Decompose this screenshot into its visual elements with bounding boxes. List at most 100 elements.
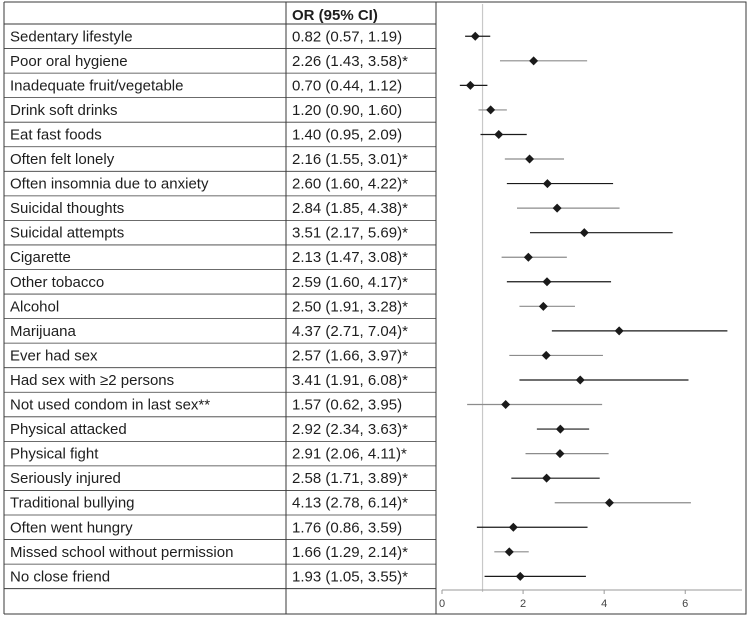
or-value: 2.26 (1.43, 3.58)* (292, 53, 408, 70)
or-column-header: OR (95% CI) (292, 7, 378, 24)
or-value: 2.84 (1.85, 4.38)* (292, 200, 408, 217)
forest-row: Cigarette 2.13 (1.47, 3.08)* (10, 249, 567, 266)
forest-row: Marijuana 4.37 (2.71, 7.04)* (10, 323, 728, 340)
forest-row: Often felt lonely 2.16 (1.55, 3.01)* (10, 151, 565, 168)
row-label: Missed school without permission (10, 544, 233, 561)
row-label: Suicidal thoughts (10, 200, 124, 217)
row-label: Inadequate fruit/vegetable (10, 77, 183, 94)
row-label: Not used condom in last sex** (10, 397, 210, 414)
forest-row: Not used condom in last sex** 1.57 (0.62,… (10, 397, 603, 414)
row-label: Other tobacco (10, 274, 104, 291)
forest-row: Physical fight 2.91 (2.06, 4.11)* (10, 446, 609, 463)
or-value: 0.70 (0.44, 1.12) (292, 77, 402, 94)
row-label: Ever had sex (10, 347, 98, 364)
or-value: 1.66 (1.29, 2.14)* (292, 544, 408, 561)
or-value: 3.41 (1.91, 6.08)* (292, 372, 408, 389)
or-marker (604, 498, 614, 508)
or-value: 3.51 (2.17, 5.69)* (292, 225, 408, 242)
row-label: Physical attacked (10, 421, 127, 438)
forest-row: Drink soft drinks 1.20 (0.90, 1.60) (10, 102, 507, 119)
or-marker (555, 449, 565, 459)
or-marker (523, 252, 533, 262)
row-label: Often felt lonely (10, 151, 115, 168)
or-value: 4.37 (2.71, 7.04)* (292, 323, 408, 340)
or-marker (552, 203, 562, 213)
or-value: 1.93 (1.05, 3.55)* (292, 568, 408, 585)
x-tick-label: 0 (439, 598, 445, 610)
or-value: 2.13 (1.47, 3.08)* (292, 249, 408, 266)
forest-row: Ever had sex 2.57 (1.66, 3.97)* (10, 347, 603, 364)
table-rows: Sedentary lifestyle 0.82 (0.57, 1.19) Poor… (10, 28, 728, 585)
or-value: 1.57 (0.62, 3.95) (292, 397, 402, 414)
forest-row: Missed school without permission 1.66 (1.… (10, 544, 529, 561)
plot-area: 0 2 4 6 (439, 4, 742, 610)
or-value: 0.82 (0.57, 1.19) (292, 28, 402, 45)
or-marker (538, 301, 548, 311)
row-label: Suicidal attempts (10, 225, 124, 242)
x-tick-label: 6 (682, 598, 688, 610)
row-label: Often insomnia due to anxiety (10, 176, 209, 193)
row-label: Cigarette (10, 249, 71, 266)
forest-row: No close friend 1.93 (1.05, 3.55)* (10, 568, 586, 585)
forest-row: Eat fast foods 1.40 (0.95, 2.09) (10, 126, 527, 143)
forest-row: Other tobacco 2.59 (1.60, 4.17)* (10, 274, 612, 291)
row-label: Sedentary lifestyle (10, 28, 133, 45)
row-label: Marijuana (10, 323, 77, 340)
or-marker (525, 154, 535, 164)
or-value: 2.60 (1.60, 4.22)* (292, 176, 408, 193)
or-value: 2.16 (1.55, 3.01)* (292, 151, 408, 168)
or-value: 1.40 (0.95, 2.09) (292, 126, 402, 143)
row-label: Had sex with ≥2 persons (10, 372, 174, 389)
forest-row: Sedentary lifestyle 0.82 (0.57, 1.19) (10, 28, 491, 45)
or-marker (508, 522, 518, 532)
row-label: Often went hungry (10, 519, 133, 536)
or-marker (542, 277, 552, 287)
forest-row: Inadequate fruit/vegetable 0.70 (0.44, 1.… (10, 77, 488, 94)
or-value: 4.13 (2.78, 6.14)* (292, 495, 408, 512)
row-label: No close friend (10, 568, 110, 585)
or-marker (504, 547, 514, 557)
or-marker (529, 56, 539, 66)
row-label: Drink soft drinks (10, 102, 118, 119)
row-label: Alcohol (10, 298, 59, 315)
forest-row: Traditional bullying 4.13 (2.78, 6.14)* (10, 495, 691, 512)
forest-row: Suicidal attempts 3.51 (2.17, 5.69)* (10, 225, 673, 242)
plot-border (435, 1, 747, 615)
x-tick-label: 2 (520, 598, 526, 610)
or-value: 2.92 (2.34, 3.63)* (292, 421, 408, 438)
row-label: Poor oral hygiene (10, 53, 128, 70)
or-marker (555, 424, 565, 434)
or-marker (575, 375, 585, 385)
or-marker (614, 326, 624, 336)
or-value: 2.58 (1.71, 3.89)* (292, 470, 408, 487)
row-label: Physical fight (10, 446, 99, 463)
row-label: Traditional bullying (10, 495, 135, 512)
or-value: 2.57 (1.66, 3.97)* (292, 347, 408, 364)
row-label: Seriously injured (10, 470, 121, 487)
or-marker (542, 179, 552, 189)
forest-row: Physical attacked 2.92 (2.34, 3.63)* (10, 421, 590, 438)
or-marker (541, 350, 551, 360)
forest-row: Often went hungry 1.76 (0.86, 3.59) (10, 519, 588, 536)
or-value: 2.50 (1.91, 3.28)* (292, 298, 408, 315)
or-marker (515, 571, 525, 581)
or-marker (501, 400, 511, 410)
forest-row: Had sex with ≥2 persons 3.41 (1.91, 6.08)… (10, 372, 689, 389)
or-value: 1.76 (0.86, 3.59) (292, 519, 402, 536)
forest-row: Poor oral hygiene 2.26 (1.43, 3.58)* (10, 53, 588, 70)
table-frame (3, 1, 747, 615)
or-value: 2.59 (1.60, 4.17)* (292, 274, 408, 291)
or-marker (470, 31, 480, 41)
forest-row: Seriously injured 2.58 (1.71, 3.89)* (10, 470, 600, 487)
or-marker (465, 80, 475, 90)
or-marker (486, 105, 496, 115)
or-marker (579, 228, 589, 238)
or-value: 1.20 (0.90, 1.60) (292, 102, 402, 119)
forest-row: Alcohol 2.50 (1.91, 3.28)* (10, 298, 575, 315)
x-tick-label: 4 (601, 598, 607, 610)
or-marker (542, 473, 552, 483)
forest-row: Often insomnia due to anxiety 2.60 (1.60,… (10, 176, 614, 193)
row-label: Eat fast foods (10, 126, 102, 143)
